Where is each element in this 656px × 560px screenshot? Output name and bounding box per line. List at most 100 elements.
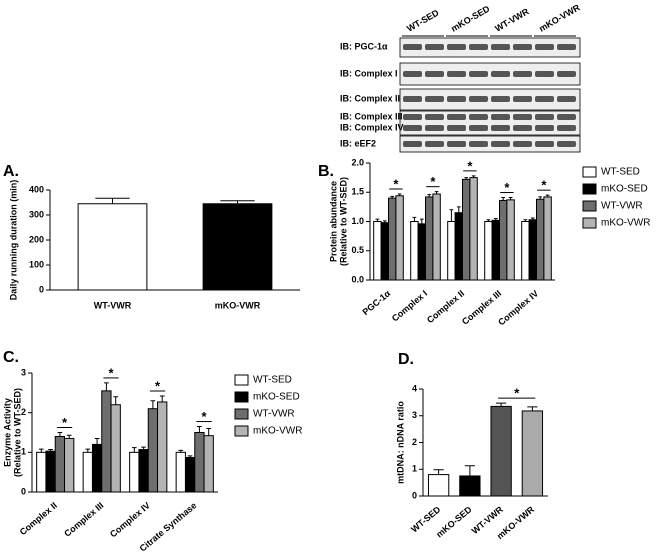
error-bar: [66, 434, 72, 439]
error-bar: [178, 449, 184, 453]
y-tick-label: 4: [412, 383, 417, 393]
error-bar: [141, 446, 146, 450]
blot-band: [491, 96, 510, 102]
bar: [536, 198, 545, 281]
bar: [521, 221, 530, 281]
error-bar: [496, 402, 507, 407]
blot-band: [491, 44, 510, 50]
bar: [194, 432, 205, 493]
blot-row-label: IB: Complex IV: [340, 122, 404, 132]
blot-band: [535, 125, 554, 131]
error-bar: [527, 406, 538, 411]
blot-band: [535, 44, 554, 50]
error-bar: [94, 437, 100, 445]
blot-band: [469, 96, 488, 102]
blot-band: [447, 125, 466, 131]
y-tick-label: 0.5: [351, 245, 364, 255]
blot-band: [557, 96, 576, 102]
bar: [427, 474, 450, 497]
y-tick-label: 2: [21, 407, 26, 417]
blot-band: [557, 125, 576, 131]
blot-band: [425, 71, 444, 77]
y-tick-label: 200: [29, 234, 44, 244]
significance-star: *: [202, 409, 208, 424]
error-bar: [113, 396, 119, 405]
blot-band: [491, 125, 510, 131]
error-bar: [48, 449, 53, 452]
bar: [45, 450, 56, 493]
blot-band: [535, 114, 554, 120]
x-tick-label: Complex I: [390, 288, 429, 323]
bar: [110, 404, 121, 493]
legend-swatch: [582, 200, 597, 212]
bar: [203, 435, 214, 493]
error-bar: [486, 219, 491, 222]
y-axis-label: Enzyme Activity: [2, 398, 12, 467]
significance-star: *: [467, 158, 473, 173]
bar: [380, 222, 390, 281]
bar: [543, 196, 552, 281]
x-tick-label: mKO-SED: [434, 504, 474, 540]
blot-band: [491, 141, 510, 147]
bar: [129, 451, 140, 493]
legend-swatch: [234, 374, 249, 386]
bar: [491, 219, 501, 281]
blot-band: [513, 125, 532, 131]
y-tick-label: 0: [39, 284, 44, 294]
bar: [528, 219, 537, 281]
error-bar: [197, 426, 202, 433]
bar: [432, 193, 441, 281]
blot-band: [491, 71, 510, 77]
bar: [490, 405, 512, 497]
y-axis-label: Protein abundance: [328, 181, 338, 262]
blot-band: [513, 71, 532, 77]
blot-band: [403, 44, 422, 50]
y-tick-label: 1.5: [351, 187, 364, 197]
error-bar: [375, 218, 380, 222]
significance-star: *: [430, 174, 436, 189]
y-tick-label: 2.0: [351, 157, 364, 167]
y-axis-label: mtDNA: nDNA ratio: [395, 401, 405, 484]
blot-band: [557, 44, 576, 50]
error-bar: [449, 209, 454, 222]
legend-swatch: [582, 166, 597, 178]
blot-band: [403, 125, 422, 131]
error-bar: [501, 197, 506, 201]
bar: [521, 410, 544, 497]
y-tick-label: 0.0: [351, 274, 364, 284]
error-bar: [493, 218, 498, 221]
error-bar: [150, 400, 156, 409]
blot-band: [447, 71, 466, 77]
blot-band: [425, 96, 444, 102]
blot-column-label: WT-SED: [405, 7, 441, 33]
legend-label: mKO-SED: [601, 184, 648, 195]
bar: [506, 199, 515, 281]
legend-swatch: [234, 425, 249, 437]
bar: [138, 449, 149, 493]
significance-star: *: [514, 386, 520, 401]
y-axis-label: (Relative to WT-SED): [338, 177, 348, 266]
legend-swatch: [234, 391, 249, 403]
error-bar: [95, 197, 130, 204]
x-tick-label: mKO-VWR: [215, 300, 261, 310]
legend-label: WT-VWR: [253, 409, 295, 420]
x-tick-label: Complex IV: [496, 288, 540, 327]
error-bar: [427, 194, 432, 197]
legend-label: WT-SED: [253, 375, 292, 386]
bar: [499, 199, 508, 281]
blot-band: [513, 96, 532, 102]
blot-row-label: IB: PGC-1α: [340, 41, 388, 51]
blot-band: [557, 141, 576, 147]
bar: [157, 401, 168, 493]
legend-label: mKO-VWR: [601, 218, 650, 229]
legend-swatch: [234, 408, 249, 420]
error-bar: [187, 455, 193, 458]
error-bar: [464, 177, 469, 180]
western-blot: [399, 37, 581, 153]
panel-label: B.: [318, 163, 334, 180]
blot-band: [469, 71, 488, 77]
error-bar: [530, 217, 535, 220]
error-bar: [57, 432, 63, 437]
error-bar: [220, 200, 255, 204]
error-bar: [456, 206, 461, 213]
